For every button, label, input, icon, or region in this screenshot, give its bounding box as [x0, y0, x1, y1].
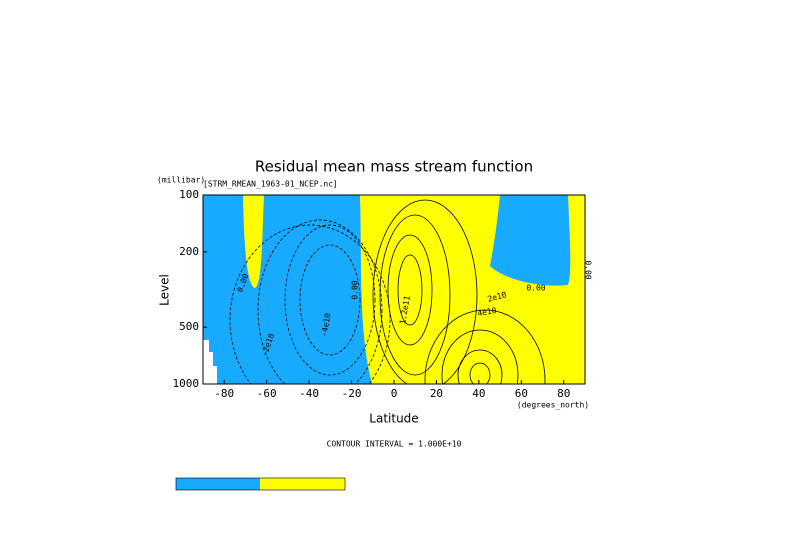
- x-tick-label: -40: [299, 387, 319, 400]
- contour-line: [457, 349, 503, 384]
- x-tick-label: -60: [257, 387, 277, 400]
- colorbar-positive: [260, 478, 345, 490]
- contour-line: [469, 362, 491, 384]
- y-axis-label: Level: [158, 274, 172, 306]
- contour-line: [441, 329, 519, 384]
- contour-label: 0.00: [526, 284, 545, 293]
- contour-line: [379, 214, 451, 376]
- x-tick-label: 60: [515, 387, 528, 400]
- contour-label: -4e10: [319, 312, 332, 337]
- y-tick-label: 1000: [173, 377, 200, 390]
- contour-line: [424, 309, 546, 384]
- x-tick-label: -20: [342, 387, 362, 400]
- contour-line: [299, 244, 361, 356]
- negative-fill: [203, 195, 372, 384]
- contour-line: [397, 254, 423, 326]
- contour-line: [257, 219, 383, 384]
- contour-line: [284, 224, 376, 376]
- x-tick-label: 40: [472, 387, 485, 400]
- colorbar-frame: [175, 477, 346, 491]
- contour-label: 0.00: [351, 280, 360, 299]
- colorbar-negative: [176, 478, 260, 490]
- y-unit: (millibar): [157, 176, 205, 185]
- y-tick-label: 200: [179, 245, 199, 258]
- y-tick-label: 100: [179, 188, 199, 201]
- chart-title: Residual mean mass stream function: [255, 158, 533, 176]
- footnote: CONTOUR INTERVAL = 1.000E+10: [327, 440, 462, 449]
- x-tick-label: 80: [557, 387, 570, 400]
- x-tick-label: -80: [214, 387, 234, 400]
- x-tick-label: 20: [430, 387, 443, 400]
- contour-label: 0.00: [584, 260, 593, 279]
- x-unit: (degrees_north): [517, 401, 589, 410]
- source-label: [STRM_RMEAN_1963-01_NCEP.nc]: [203, 180, 338, 189]
- y-tick-label: 500: [179, 320, 199, 333]
- contour-line: [229, 224, 391, 384]
- contour-line: [387, 234, 433, 346]
- contour-field: [203, 195, 585, 384]
- contour-label: 4e10: [477, 306, 498, 318]
- negative-fill: [490, 195, 571, 286]
- missing-data: [203, 340, 217, 384]
- contour-line: [372, 199, 478, 384]
- x-tick-label: 0: [391, 387, 398, 400]
- x-axis-label: Latitude: [369, 412, 418, 426]
